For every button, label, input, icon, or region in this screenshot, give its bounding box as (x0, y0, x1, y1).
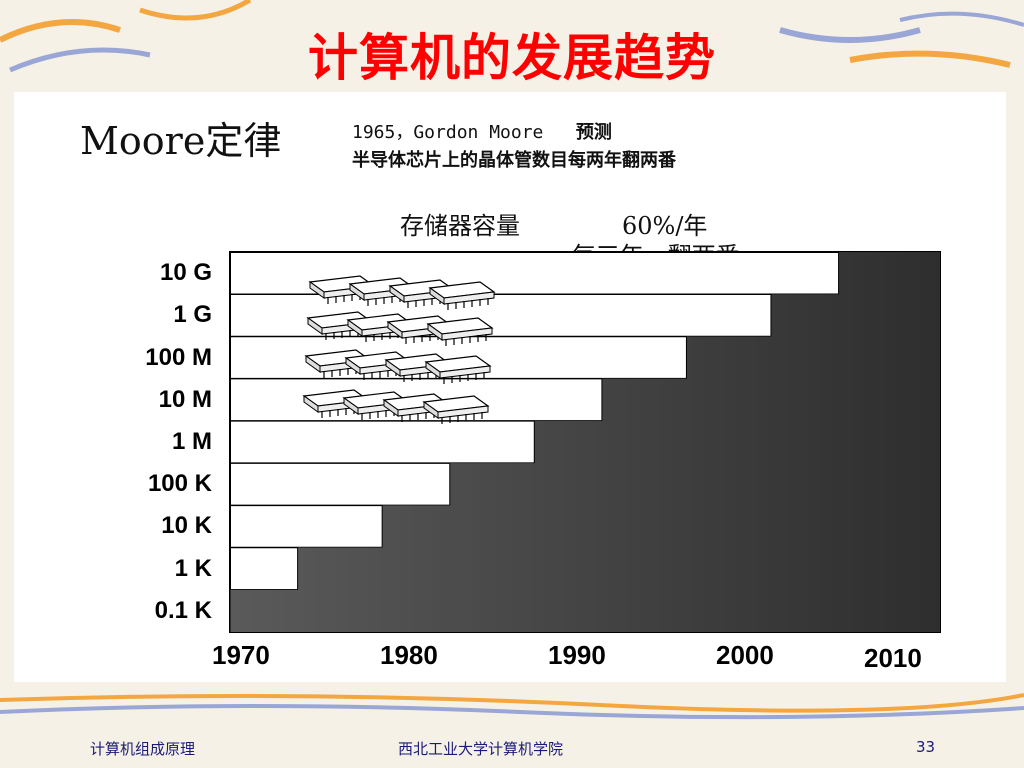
memory-growth-rate: 60%/年 (622, 212, 708, 240)
y-tick-label: 100 K (147, 470, 212, 498)
x-tick-label: 2000 (716, 640, 774, 670)
memory-chip-icon (304, 349, 372, 378)
chart-step-area (229, 252, 940, 632)
y-tick-label: 10 K (161, 512, 212, 540)
x-tick-label: 2010 (864, 643, 922, 673)
x-tick-label: 1970 (212, 640, 270, 670)
y-tick-label: 10 G (159, 259, 212, 287)
memory-chip-icon (422, 395, 490, 424)
memory-chip-icon (428, 281, 496, 310)
footer-page-number: 33 (916, 738, 936, 756)
x-tick-label: 1990 (548, 640, 606, 670)
memory-chip-icon (426, 317, 494, 346)
memory-chip-icon (388, 279, 456, 308)
footer-school: 西北工业大学计算机学院 (398, 740, 564, 758)
moore-law-heading: Moore定律 (80, 119, 282, 163)
prediction-verb: 预测 (575, 122, 612, 143)
x-tick-label: 1980 (380, 640, 438, 670)
memory-growth-label: 存储器容量 (400, 212, 520, 240)
y-tick-label: 1 K (174, 554, 212, 582)
footer-course: 计算机组成原理 (90, 740, 196, 758)
prediction-year-author: 1965，Gordon Moore (352, 122, 544, 143)
slide-title: 计算机的发展趋势 (308, 29, 716, 87)
y-tick-label: 10 M (158, 385, 212, 413)
y-tick-label: 1 G (173, 301, 212, 329)
y-tick-label: 1 M (171, 428, 212, 455)
step-area (230, 252, 940, 632)
prediction-source: 1965，Gordon Moore 预测 (352, 118, 612, 144)
memory-chip-icon (424, 355, 492, 384)
chip-illustration (302, 275, 496, 424)
y-tick-label: 100 M (145, 343, 212, 371)
prediction-text: 半导体芯片上的晶体管数目每两年翻两番 (352, 150, 676, 171)
y-tick-label: 0.1 K (154, 596, 212, 624)
